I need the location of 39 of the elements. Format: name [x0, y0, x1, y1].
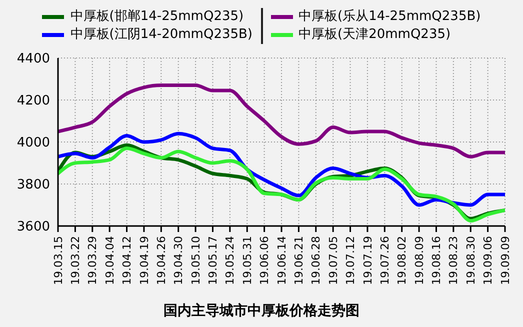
x-tick-label: 19.04.19 — [138, 236, 151, 285]
y-tick-label: 4400 — [16, 52, 50, 67]
y-tick-label: 3800 — [16, 178, 50, 193]
x-tick-label: 19.03.15 — [52, 236, 65, 285]
x-tick-label: 19.06.14 — [275, 236, 288, 285]
x-tick-label: 19.08.23 — [447, 236, 460, 285]
legend-label: 中厚板(天津20mmQ235) — [298, 26, 451, 44]
x-tick-label: 19.06.28 — [310, 236, 323, 285]
legend-label: 中厚板(邯郸14-25mmQ235) — [70, 8, 244, 26]
x-tick-label: 19.08.09 — [412, 236, 426, 285]
x-tick-label: 19.05.10 — [189, 236, 202, 285]
x-tick-label: 19.05.17 — [206, 236, 220, 285]
y-tick-label: 4000 — [16, 136, 50, 151]
x-tick-label: 19.04.26 — [154, 236, 168, 285]
x-tick-label: 19.03.29 — [86, 236, 100, 285]
x-tick-label: 19.04.04 — [103, 236, 116, 285]
legend-label: 中厚板(乐从14-25mmQ235B) — [298, 8, 481, 26]
line-series — [58, 84, 505, 158]
line-series — [58, 132, 505, 207]
x-tick-label: 19.07.12 — [344, 236, 358, 285]
y-tick-label: 4200 — [16, 94, 50, 109]
x-tick-label: 19.08.02 — [396, 236, 409, 285]
x-tick-label: 19.08.16 — [430, 236, 444, 285]
x-tick-label: 19.09.09 — [498, 236, 512, 285]
x-tick-label: 19.05.31 — [240, 236, 254, 285]
x-tick-label: 19.04.30 — [172, 236, 186, 285]
legend-label: 中厚板(江阴14-20mmQ235B) — [70, 26, 252, 44]
x-tick-label: 19.07.05 — [326, 236, 340, 285]
x-tick-label: 19.09.06 — [482, 236, 495, 285]
text: 国内主导城市中厚板价格走势图 — [162, 302, 360, 320]
x-tick-label: 19.07.19 — [361, 236, 374, 285]
x-tick-label: 19.06.21 — [292, 236, 306, 285]
x-tick-label: 19.04.12 — [120, 236, 134, 285]
x-tick-label: 19.07.26 — [378, 236, 392, 285]
x-tick-label: 19.05.24 — [224, 236, 237, 285]
y-tick-label: 3600 — [16, 220, 50, 235]
x-tick-label: 19.03.22 — [69, 236, 82, 285]
x-tick-label: 19.06.06 — [258, 236, 272, 285]
x-tick-label: 19.08.30 — [464, 236, 478, 285]
